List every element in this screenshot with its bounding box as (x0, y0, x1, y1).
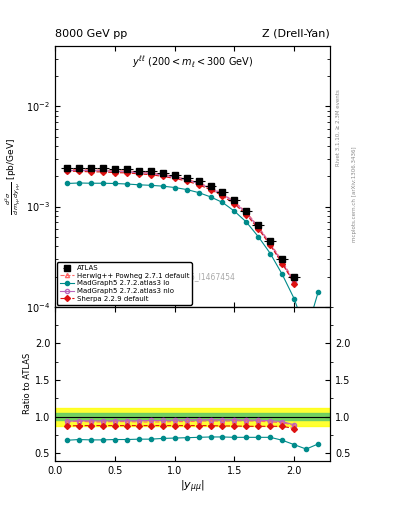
Line: Herwig++ Powheg 2.7.1 default: Herwig++ Powheg 2.7.1 default (65, 167, 296, 283)
Sherpa 2.2.9 default (160, 174, 165, 180)
MadGraph5 2.7.2.atlas3 nlo (232, 199, 237, 205)
MadGraph5 2.7.2.atlas3 lo (64, 180, 69, 186)
Sherpa 2.2.9 default (101, 169, 105, 175)
MadGraph5 2.7.2.atlas3 lo (101, 180, 105, 186)
Bar (55, 408, 330, 425)
MadGraph5 2.7.2.atlas3 nlo (220, 191, 225, 197)
Herwig++ Powheg 2.7.1 default (112, 167, 117, 174)
MadGraph5 2.7.2.atlas3 lo (280, 271, 285, 278)
Sherpa 2.2.9 default (268, 242, 273, 248)
Herwig++ Powheg 2.7.1 default (172, 174, 177, 180)
Herwig++ Powheg 2.7.1 default (64, 166, 69, 173)
Herwig++ Powheg 2.7.1 default (292, 278, 297, 284)
Sherpa 2.2.9 default (280, 261, 285, 267)
MadGraph5 2.7.2.atlas3 nlo (256, 224, 261, 230)
MadGraph5 2.7.2.atlas3 lo (184, 186, 189, 193)
Herwig++ Powheg 2.7.1 default (280, 258, 285, 264)
MadGraph5 2.7.2.atlas3 lo (88, 180, 93, 186)
MadGraph5 2.7.2.atlas3 nlo (160, 172, 165, 178)
Text: Z (Drell-Yan): Z (Drell-Yan) (263, 29, 330, 39)
MadGraph5 2.7.2.atlas3 nlo (208, 185, 213, 191)
Sherpa 2.2.9 default (220, 193, 225, 199)
Herwig++ Powheg 2.7.1 default (208, 184, 213, 190)
MadGraph5 2.7.2.atlas3 nlo (292, 280, 297, 286)
MadGraph5 2.7.2.atlas3 nlo (101, 167, 105, 174)
Sherpa 2.2.9 default (148, 172, 153, 178)
MadGraph5 2.7.2.atlas3 nlo (172, 174, 177, 180)
Sherpa 2.2.9 default (244, 211, 249, 218)
Herwig++ Powheg 2.7.1 default (268, 240, 273, 246)
Herwig++ Powheg 2.7.1 default (160, 171, 165, 177)
Legend: ATLAS, Herwig++ Powheg 2.7.1 default, MadGraph5 2.7.2.atlas3 lo, MadGraph5 2.7.2: ATLAS, Herwig++ Powheg 2.7.1 default, Ma… (57, 262, 192, 305)
Line: MadGraph5 2.7.2.atlas3 nlo: MadGraph5 2.7.2.atlas3 nlo (65, 168, 296, 285)
MadGraph5 2.7.2.atlas3 nlo (136, 169, 141, 176)
MadGraph5 2.7.2.atlas3 lo (244, 219, 249, 225)
MadGraph5 2.7.2.atlas3 nlo (196, 180, 201, 186)
Text: ATLAS_2016_I1467454: ATLAS_2016_I1467454 (149, 272, 236, 281)
MadGraph5 2.7.2.atlas3 lo (148, 182, 153, 188)
X-axis label: $|y_{\mu\mu}|$: $|y_{\mu\mu}|$ (180, 478, 205, 495)
Herwig++ Powheg 2.7.1 default (88, 167, 93, 173)
Sherpa 2.2.9 default (232, 201, 237, 207)
MadGraph5 2.7.2.atlas3 nlo (77, 167, 81, 174)
MadGraph5 2.7.2.atlas3 lo (136, 182, 141, 188)
MadGraph5 2.7.2.atlas3 nlo (112, 168, 117, 175)
MadGraph5 2.7.2.atlas3 nlo (64, 167, 69, 174)
Herwig++ Powheg 2.7.1 default (77, 166, 81, 173)
Sherpa 2.2.9 default (184, 178, 189, 184)
Bar (55, 413, 330, 420)
MadGraph5 2.7.2.atlas3 lo (256, 233, 261, 240)
Sherpa 2.2.9 default (292, 281, 297, 287)
MadGraph5 2.7.2.atlas3 nlo (88, 167, 93, 174)
Herwig++ Powheg 2.7.1 default (136, 169, 141, 175)
MadGraph5 2.7.2.atlas3 lo (208, 194, 213, 200)
Herwig++ Powheg 2.7.1 default (232, 199, 237, 205)
Herwig++ Powheg 2.7.1 default (125, 168, 129, 174)
Sherpa 2.2.9 default (88, 169, 93, 175)
MadGraph5 2.7.2.atlas3 lo (196, 189, 201, 196)
MadGraph5 2.7.2.atlas3 lo (232, 208, 237, 214)
Herwig++ Powheg 2.7.1 default (220, 190, 225, 197)
MadGraph5 2.7.2.atlas3 lo (316, 289, 321, 295)
Herwig++ Powheg 2.7.1 default (244, 209, 249, 215)
Sherpa 2.2.9 default (172, 175, 177, 181)
Text: 8000 GeV pp: 8000 GeV pp (55, 29, 127, 39)
Sherpa 2.2.9 default (77, 168, 81, 175)
Text: mcplots.cern.ch [arXiv:1306.3436]: mcplots.cern.ch [arXiv:1306.3436] (352, 147, 357, 242)
MadGraph5 2.7.2.atlas3 nlo (244, 210, 249, 216)
MadGraph5 2.7.2.atlas3 nlo (280, 260, 285, 266)
MadGraph5 2.7.2.atlas3 nlo (268, 241, 273, 247)
Herwig++ Powheg 2.7.1 default (184, 176, 189, 182)
MadGraph5 2.7.2.atlas3 lo (112, 180, 117, 186)
Sherpa 2.2.9 default (136, 171, 141, 177)
Sherpa 2.2.9 default (112, 169, 117, 176)
MadGraph5 2.7.2.atlas3 nlo (125, 169, 129, 175)
MadGraph5 2.7.2.atlas3 lo (268, 250, 273, 257)
Y-axis label: Ratio to ATLAS: Ratio to ATLAS (23, 353, 32, 414)
Sherpa 2.2.9 default (256, 226, 261, 232)
MadGraph5 2.7.2.atlas3 nlo (184, 177, 189, 183)
MadGraph5 2.7.2.atlas3 lo (220, 199, 225, 205)
Sherpa 2.2.9 default (64, 168, 69, 175)
Y-axis label: $\frac{d^2\sigma}{d\,m_{\mu\mu}\,dy_{\mu\mu}}\ \mathrm{[pb/GeV]}$: $\frac{d^2\sigma}{d\,m_{\mu\mu}\,dy_{\mu… (4, 138, 23, 215)
Line: MadGraph5 2.7.2.atlas3 lo: MadGraph5 2.7.2.atlas3 lo (65, 181, 320, 335)
Herwig++ Powheg 2.7.1 default (256, 224, 261, 230)
Text: $y^{\ell\ell}\ (200 < m_{\ell} < 300\ \mathrm{GeV})$: $y^{\ell\ell}\ (200 < m_{\ell} < 300\ \m… (132, 54, 253, 70)
MadGraph5 2.7.2.atlas3 lo (172, 184, 177, 190)
MadGraph5 2.7.2.atlas3 nlo (148, 170, 153, 177)
Herwig++ Powheg 2.7.1 default (148, 169, 153, 176)
Line: Sherpa 2.2.9 default: Sherpa 2.2.9 default (65, 169, 296, 286)
MadGraph5 2.7.2.atlas3 lo (304, 330, 309, 336)
Sherpa 2.2.9 default (196, 182, 201, 188)
Herwig++ Powheg 2.7.1 default (196, 180, 201, 186)
Sherpa 2.2.9 default (125, 170, 129, 176)
MadGraph5 2.7.2.atlas3 lo (125, 181, 129, 187)
MadGraph5 2.7.2.atlas3 lo (292, 296, 297, 302)
Herwig++ Powheg 2.7.1 default (101, 167, 105, 173)
MadGraph5 2.7.2.atlas3 lo (160, 183, 165, 189)
Sherpa 2.2.9 default (208, 186, 213, 193)
Text: Rivet 3.1.10, ≥ 2.3M events: Rivet 3.1.10, ≥ 2.3M events (336, 90, 341, 166)
MadGraph5 2.7.2.atlas3 lo (77, 180, 81, 186)
